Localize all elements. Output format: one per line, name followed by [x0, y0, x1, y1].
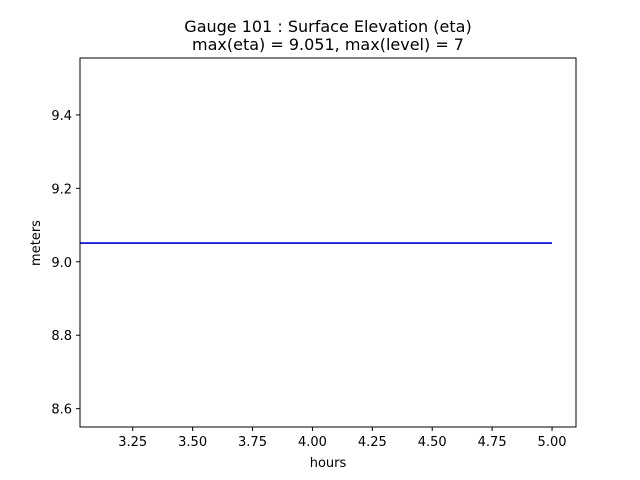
y-tick-label: 8.8: [51, 329, 72, 344]
x-axis-label: hours: [310, 456, 347, 471]
x-tick-label: 4.75: [478, 435, 507, 450]
axes-frame: [79, 57, 577, 428]
plot-area: 3.25 3.50 3.75 4.00 4.25 4.50 4.75 5.00 8.6 8.8 9.…: [51, 57, 577, 450]
x-tick-label: 4.50: [418, 435, 447, 450]
x-tick-label: 4.25: [358, 435, 387, 450]
x-tick-label: 3.50: [178, 435, 207, 450]
y-tick-label: 9.0: [51, 256, 72, 271]
y-tick-label: 8.6: [51, 403, 72, 418]
x-tick-label: 3.25: [118, 435, 147, 450]
y-axis-label: meters: [29, 220, 44, 266]
x-tick-label: 5.00: [538, 435, 567, 450]
y-tick-label: 9.4: [51, 109, 72, 124]
y-tick-label: 9.2: [51, 182, 72, 197]
x-tick-label: 3.75: [238, 435, 267, 450]
chart-title-line2: max(eta) = 9.051, max(level) = 7: [192, 35, 464, 54]
x-tick-label: 4.00: [298, 435, 327, 450]
chart-title-line1: Gauge 101 : Surface Elevation (eta): [184, 17, 471, 36]
